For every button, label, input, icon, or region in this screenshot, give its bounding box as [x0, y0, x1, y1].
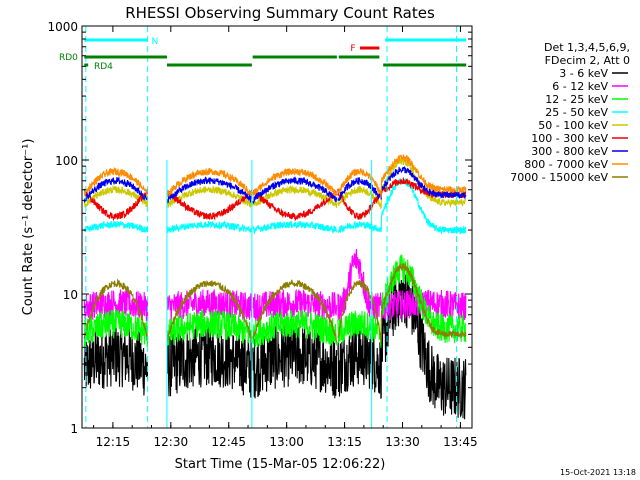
footer-date: 15-Oct-2021 13:18 [560, 468, 636, 477]
y-tick-label-2: 100 [55, 154, 78, 168]
axes: 12:15 12:30 12:45 13:00 13:15 13:30 13:45 1 10 10… [47, 20, 477, 449]
series-line-0 [83, 265, 467, 420]
plot-frame [81, 25, 473, 429]
rd4-flag-label: RD4 [94, 62, 113, 72]
y-tick-label-3: 1000 [47, 20, 78, 34]
rd0-flag-label: RD0 [59, 53, 78, 63]
legend-label-1: 6 - 12 keV [552, 80, 608, 93]
legend-header-1: FDecim 2, Att 0 [545, 54, 630, 67]
series-line-7 [83, 154, 467, 199]
y-axis-label: Count Rate (s⁻¹ detector⁻¹) [21, 139, 36, 316]
series-line-5 [83, 177, 467, 222]
series-line-2 [83, 254, 467, 348]
legend: Det 1,3,4,5,6,9,FDecim 2, Att 03 - 6 keV… [510, 41, 630, 184]
x-tick-label-4: 13:15 [327, 435, 362, 449]
flare-flag-label: F [350, 44, 355, 54]
legend-label-6: 300 - 800 keV [531, 145, 608, 158]
x-tick-label-5: 13:30 [385, 435, 420, 449]
x-tick-label-2: 12:45 [211, 435, 246, 449]
x-tick-label-1: 12:30 [154, 435, 189, 449]
y-tick-label-0: 1 [70, 422, 78, 436]
legend-label-0: 3 - 6 keV [559, 67, 608, 80]
series-line-4 [83, 157, 467, 210]
x-axis-label: Start Time (15-Mar-05 12:06:22) [175, 457, 386, 472]
series-line-6 [83, 165, 467, 204]
legend-label-7: 800 - 7000 keV [524, 158, 608, 171]
y-axis-label-group: Count Rate (s⁻¹ detector⁻¹) [21, 139, 36, 316]
x-tick-label-6: 13:45 [443, 435, 478, 449]
x-tick-label-0: 12:15 [96, 435, 131, 449]
x-tick-label-3: 13:00 [269, 435, 304, 449]
legend-label-4: 50 - 100 keV [538, 119, 608, 132]
plot-area: N F RD0 RD4 [59, 26, 467, 428]
legend-label-3: 25 - 50 keV [545, 106, 608, 119]
legend-label-5: 100 - 300 keV [531, 132, 608, 145]
chart-title: RHESSI Observing Summary Count Rates [125, 4, 435, 22]
y-tick-label-1: 10 [63, 288, 78, 302]
series-line-3 [83, 177, 467, 235]
legend-header-0: Det 1,3,4,5,6,9, [544, 41, 630, 54]
series-line-8 [83, 262, 467, 344]
night-flag-label: N [152, 37, 159, 47]
legend-label-2: 12 - 25 keV [545, 93, 608, 106]
legend-label-8: 7000 - 15000 keV [510, 171, 608, 184]
